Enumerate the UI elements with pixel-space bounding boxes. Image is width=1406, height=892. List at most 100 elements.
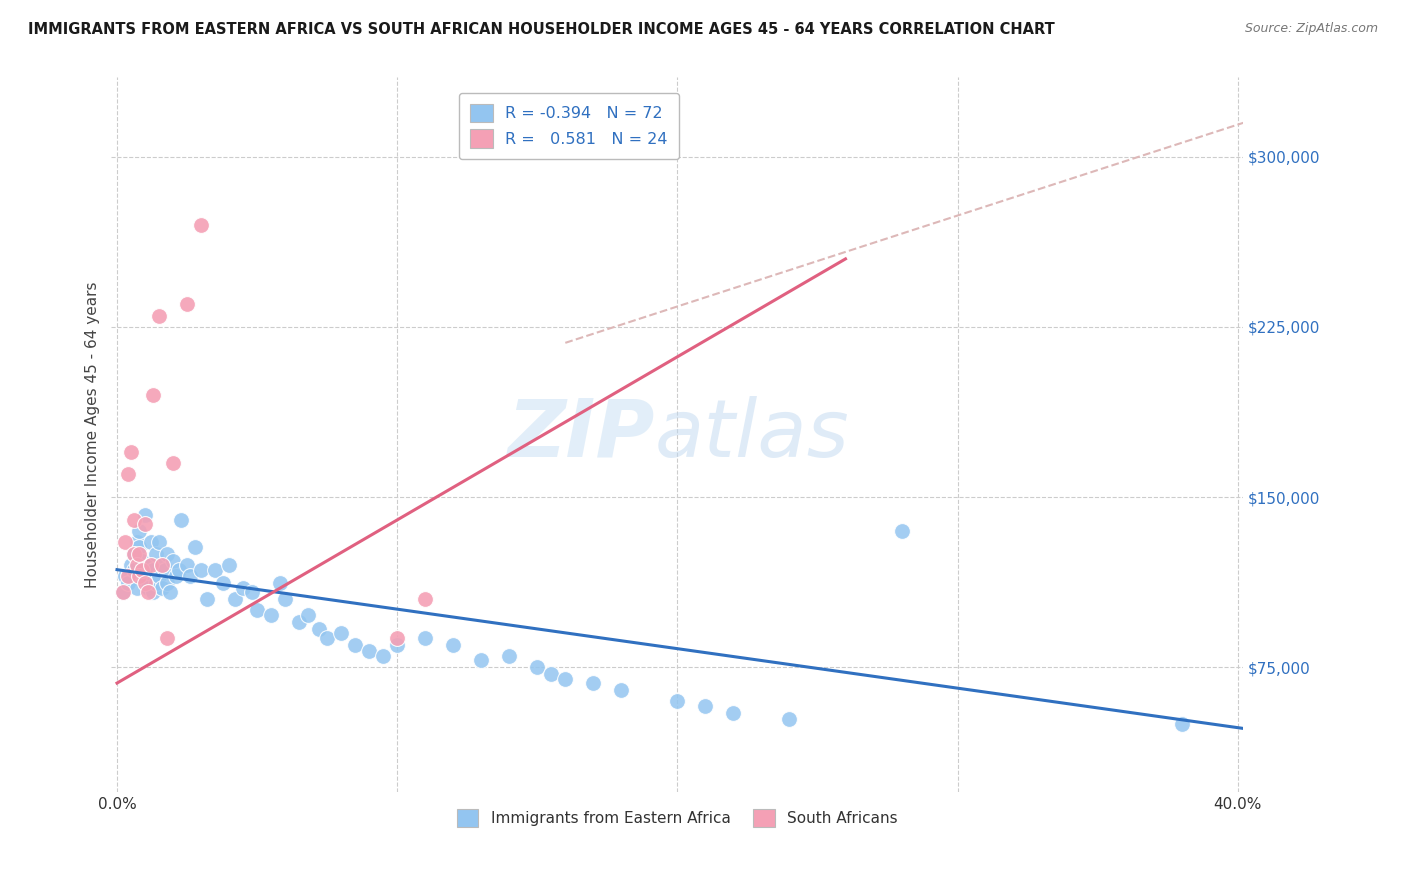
Point (139, 535, 162, 549)
Point (666, 694, 689, 708)
Point (890, 524, 912, 538)
Point (498, 648, 520, 663)
Point (136, 581, 159, 595)
Point (385, 638, 408, 652)
Point (122, 513, 145, 527)
Legend: Immigrants from Eastern Africa, South Africans: Immigrants from Eastern Africa, South Af… (450, 801, 905, 834)
Point (162, 553, 184, 567)
Point (128, 547, 150, 561)
Text: atlas: atlas (655, 396, 849, 474)
Point (139, 558, 162, 573)
Point (246, 603, 269, 617)
Point (308, 622, 330, 636)
Point (153, 563, 176, 577)
Point (142, 585, 165, 599)
Point (204, 563, 226, 577)
Point (470, 653, 492, 667)
Point (131, 563, 153, 577)
Point (111, 585, 134, 599)
Point (413, 592, 436, 607)
Point (142, 388, 165, 402)
Point (156, 547, 179, 561)
Point (145, 576, 167, 591)
Point (150, 558, 173, 573)
Point (540, 667, 562, 681)
Point (240, 585, 263, 599)
Point (156, 576, 179, 591)
Point (441, 638, 464, 652)
Point (695, 698, 717, 713)
Point (125, 558, 148, 573)
Point (165, 569, 187, 583)
Point (134, 508, 156, 523)
Point (330, 626, 353, 640)
Point (148, 535, 170, 549)
Point (114, 569, 136, 583)
Point (162, 456, 184, 470)
Point (723, 706, 745, 720)
Point (297, 607, 319, 622)
Point (269, 576, 291, 591)
Point (122, 563, 145, 577)
Point (150, 581, 173, 595)
Point (148, 569, 170, 583)
Point (159, 585, 181, 599)
Point (224, 592, 246, 607)
Point (134, 517, 156, 532)
Point (610, 682, 633, 697)
Point (176, 558, 198, 573)
Point (131, 563, 153, 577)
Point (134, 576, 156, 591)
Point (190, 218, 212, 232)
Point (114, 535, 136, 549)
Point (385, 631, 408, 645)
Point (582, 676, 605, 690)
Point (148, 309, 170, 323)
Point (131, 553, 153, 567)
Point (413, 631, 436, 645)
Y-axis label: Householder Income Ages 45 - 64 years: Householder Income Ages 45 - 64 years (86, 282, 100, 588)
Point (554, 672, 576, 686)
Point (120, 558, 142, 573)
Point (117, 467, 139, 482)
Point (111, 585, 134, 599)
Point (212, 576, 235, 591)
Point (373, 648, 395, 663)
Point (778, 712, 800, 726)
Point (176, 297, 198, 311)
Point (1170, 717, 1192, 731)
Point (190, 563, 212, 577)
Point (184, 540, 207, 554)
Point (136, 585, 159, 599)
Point (117, 569, 139, 583)
Point (134, 569, 156, 583)
Point (170, 513, 193, 527)
Point (359, 644, 381, 658)
Point (156, 631, 179, 645)
Point (117, 576, 139, 591)
Point (145, 547, 167, 561)
Text: IMMIGRANTS FROM EASTERN AFRICA VS SOUTH AFRICAN HOUSEHOLDER INCOME AGES 45 - 64 : IMMIGRANTS FROM EASTERN AFRICA VS SOUTH … (28, 22, 1054, 37)
Point (125, 581, 148, 595)
Point (179, 569, 201, 583)
Point (218, 558, 240, 573)
Point (120, 444, 142, 458)
Point (232, 581, 254, 595)
Point (122, 547, 145, 561)
Point (128, 569, 150, 583)
Point (316, 631, 339, 645)
Point (142, 563, 165, 577)
Text: Source: ZipAtlas.com: Source: ZipAtlas.com (1244, 22, 1378, 36)
Point (526, 660, 548, 674)
Point (274, 592, 297, 607)
Point (167, 563, 190, 577)
Point (344, 638, 367, 652)
Point (288, 615, 311, 629)
Point (128, 524, 150, 538)
Text: ZIP: ZIP (508, 396, 655, 474)
Point (260, 607, 283, 622)
Point (139, 558, 162, 573)
Point (150, 558, 173, 573)
Point (128, 540, 150, 554)
Point (195, 592, 218, 607)
